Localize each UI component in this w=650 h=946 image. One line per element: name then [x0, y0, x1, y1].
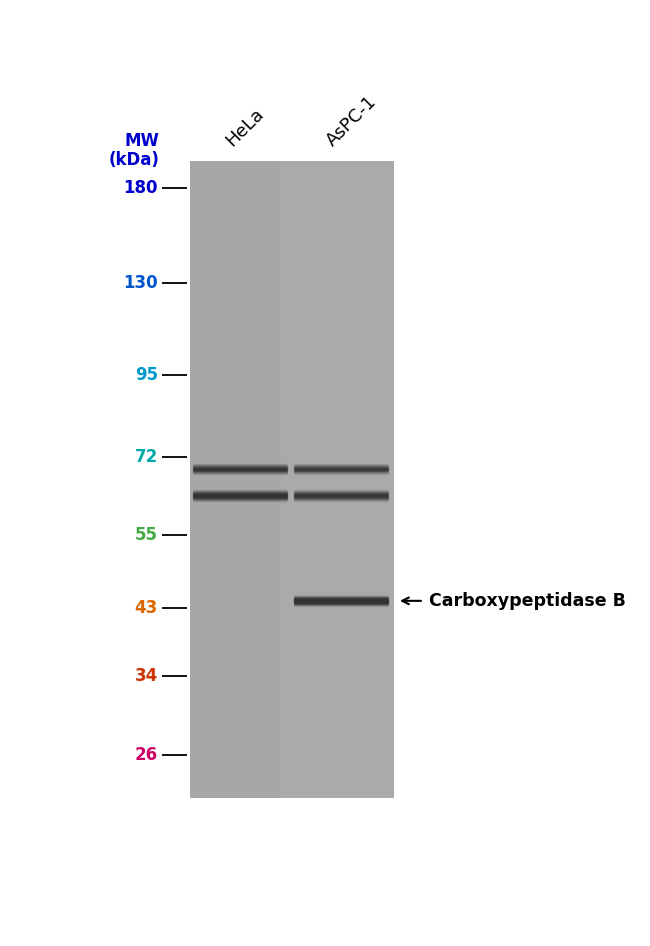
Text: (kDa): (kDa): [109, 151, 159, 169]
Text: 26: 26: [135, 746, 158, 764]
Text: 72: 72: [135, 447, 158, 465]
Text: 180: 180: [124, 179, 158, 197]
Text: HeLa: HeLa: [222, 105, 267, 149]
Text: AsPC-1: AsPC-1: [323, 93, 380, 149]
Text: 95: 95: [135, 366, 158, 384]
Bar: [190, 161, 393, 798]
Bar: [190, 161, 281, 798]
Text: Carboxypeptidase B: Carboxypeptidase B: [429, 592, 626, 610]
Text: MW: MW: [124, 131, 159, 149]
Text: 34: 34: [135, 667, 158, 686]
Text: 130: 130: [124, 274, 158, 292]
Text: 55: 55: [135, 526, 158, 545]
Text: 43: 43: [135, 599, 158, 617]
